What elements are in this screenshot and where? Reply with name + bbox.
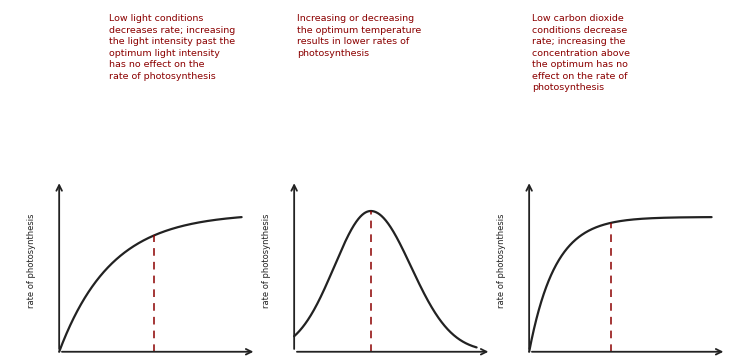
Text: rate of photosynthesis: rate of photosynthesis	[27, 214, 36, 308]
Text: rate of photosynthesis: rate of photosynthesis	[262, 214, 271, 308]
Text: Low light conditions
decreases rate; increasing
the light intensity past the
opt: Low light conditions decreases rate; inc…	[109, 14, 236, 80]
Text: rate of photosynthesis: rate of photosynthesis	[497, 214, 506, 308]
Text: Low carbon dioxide
conditions decrease
rate; increasing the
concentration above
: Low carbon dioxide conditions decrease r…	[532, 14, 630, 92]
Text: Increasing or decreasing
the optimum temperature
results in lower rates of
photo: Increasing or decreasing the optimum tem…	[297, 14, 422, 58]
